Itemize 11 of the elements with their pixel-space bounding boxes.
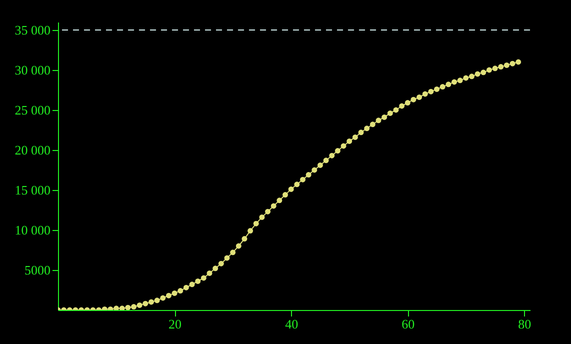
y-tick-label: 20 000: [14, 142, 50, 158]
y-tick-label: 35 000: [14, 22, 50, 38]
y-tick-label: 5000: [24, 262, 50, 278]
x-tick-label: 60: [402, 316, 415, 332]
x-tick-label: 80: [518, 316, 532, 332]
y-tick-label: 15 000: [14, 182, 50, 198]
x-tick-label: 40: [285, 316, 298, 332]
x-tick-label: 20: [168, 316, 182, 332]
y-tick-label: 25 000: [14, 102, 50, 118]
y-tick-label: 10 000: [14, 222, 50, 238]
y-tick-label: 30 000: [14, 62, 50, 78]
